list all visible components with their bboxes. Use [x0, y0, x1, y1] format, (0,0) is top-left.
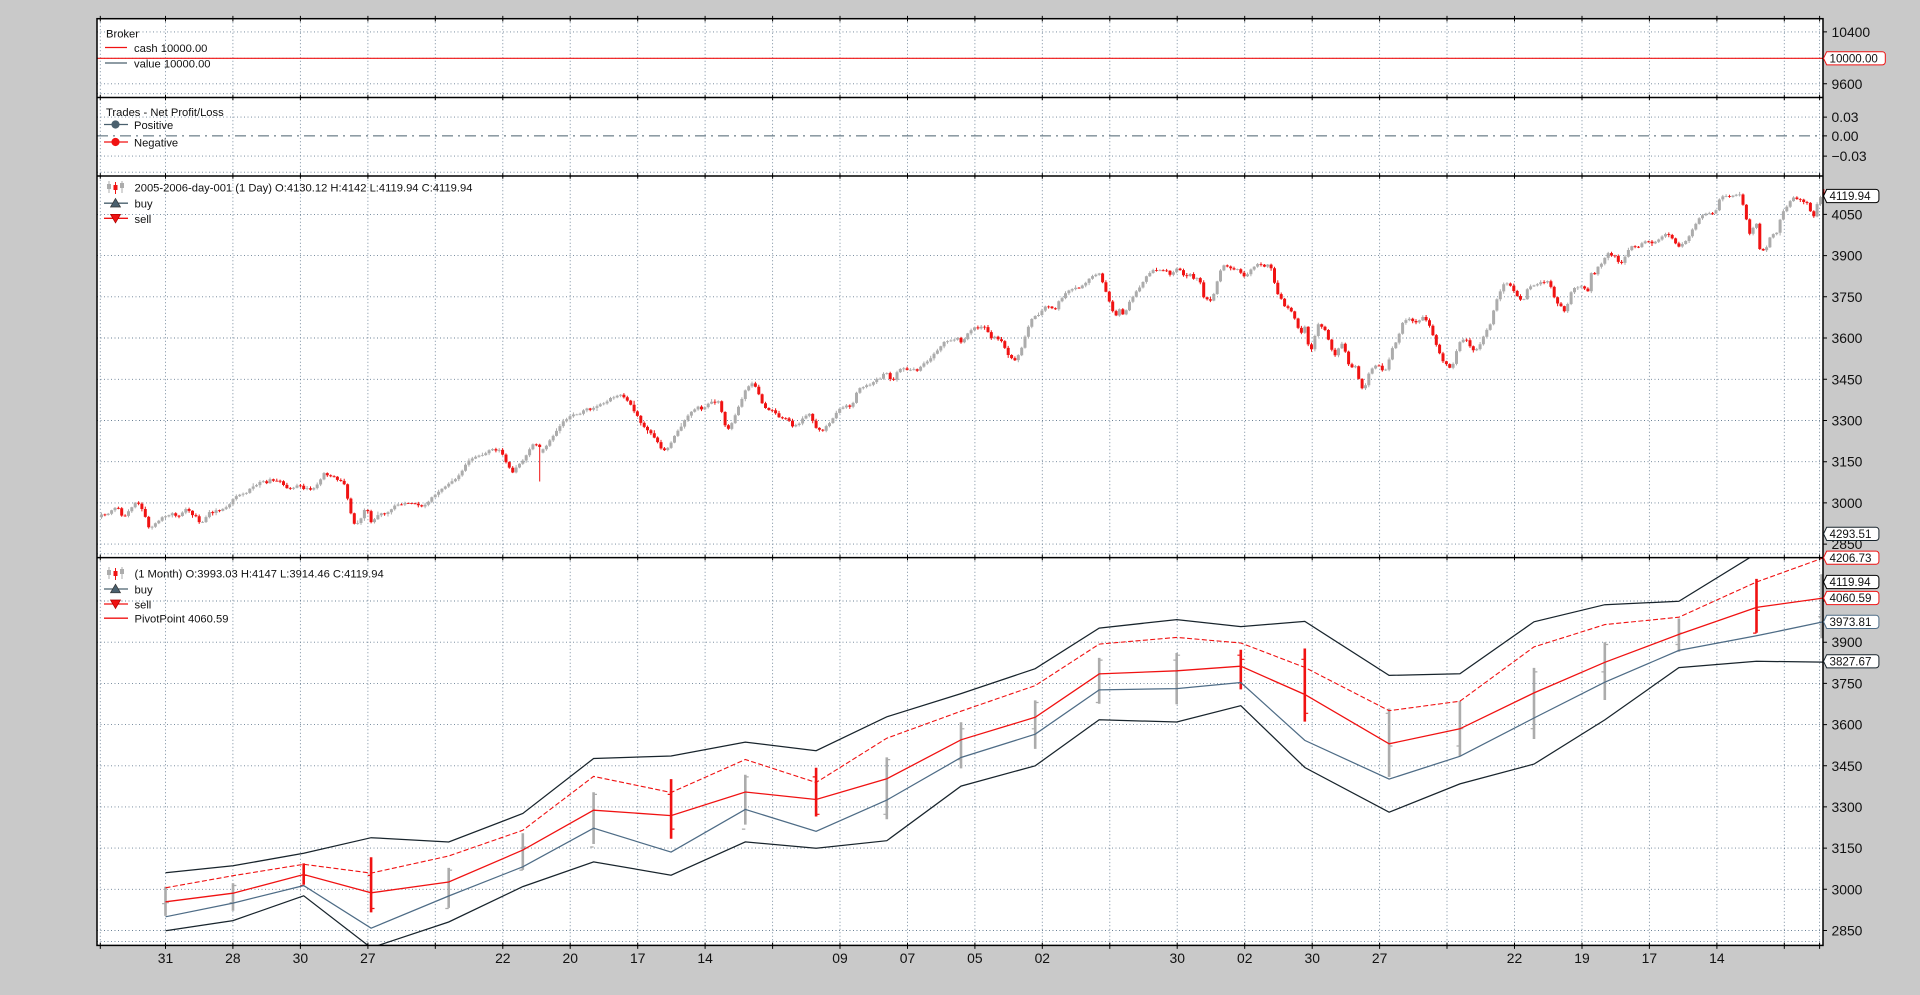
svg-text:19: 19: [1574, 950, 1590, 966]
svg-text:sell: sell: [135, 214, 152, 226]
svg-text:3000: 3000: [1832, 881, 1863, 897]
svg-text:PivotPoint 4060.59: PivotPoint 4060.59: [135, 614, 229, 626]
svg-text:22: 22: [1507, 950, 1523, 966]
svg-text:3150: 3150: [1832, 454, 1863, 470]
svg-text:3750: 3750: [1832, 289, 1863, 305]
svg-text:cash 10000.00: cash 10000.00: [134, 43, 207, 55]
svg-text:buy: buy: [135, 585, 153, 597]
svg-text:2850: 2850: [1832, 923, 1863, 939]
svg-text:−0.03: −0.03: [1832, 148, 1867, 164]
svg-text:30: 30: [1169, 950, 1185, 966]
svg-text:4119.94: 4119.94: [1830, 576, 1872, 589]
svg-text:sell: sell: [135, 600, 152, 612]
svg-text:3600: 3600: [1832, 330, 1863, 346]
svg-text:31: 31: [158, 950, 174, 966]
svg-text:14: 14: [697, 950, 713, 966]
svg-text:3827.67: 3827.67: [1830, 656, 1872, 669]
svg-text:05: 05: [967, 950, 983, 966]
svg-text:Broker: Broker: [106, 29, 139, 41]
svg-text:3300: 3300: [1832, 413, 1863, 429]
svg-text:27: 27: [360, 950, 376, 966]
svg-text:30: 30: [1304, 950, 1320, 966]
svg-text:9600: 9600: [1832, 76, 1863, 92]
svg-text:22: 22: [495, 950, 511, 966]
svg-text:07: 07: [900, 950, 916, 966]
svg-text:Positive: Positive: [134, 120, 173, 132]
svg-text:3600: 3600: [1832, 717, 1863, 733]
svg-text:10000.00: 10000.00: [1830, 53, 1878, 66]
svg-text:2005-2006-day-001 (1 Day) O:41: 2005-2006-day-001 (1 Day) O:4130.12 H:41…: [135, 183, 473, 195]
svg-text:14: 14: [1709, 950, 1725, 966]
svg-text:3000: 3000: [1832, 495, 1863, 511]
svg-text:value 10000.00: value 10000.00: [134, 59, 211, 71]
svg-text:3973.81: 3973.81: [1830, 616, 1872, 629]
svg-text:3900: 3900: [1832, 634, 1863, 650]
svg-text:4060.59: 4060.59: [1830, 592, 1872, 605]
svg-text:4119.94: 4119.94: [1830, 190, 1872, 203]
svg-text:3450: 3450: [1832, 758, 1863, 774]
svg-text:4206.73: 4206.73: [1830, 552, 1872, 565]
svg-text:30: 30: [293, 950, 309, 966]
svg-text:3450: 3450: [1832, 371, 1863, 387]
svg-text:17: 17: [630, 950, 646, 966]
svg-text:20: 20: [562, 950, 578, 966]
svg-text:17: 17: [1642, 950, 1658, 966]
svg-text:(1 Month) O:3993.03 H:4147 L:3: (1 Month) O:3993.03 H:4147 L:3914.46 C:4…: [135, 569, 384, 581]
svg-text:4293.51: 4293.51: [1830, 528, 1872, 541]
svg-text:0.03: 0.03: [1832, 109, 1859, 125]
svg-text:3300: 3300: [1832, 799, 1863, 815]
svg-text:3150: 3150: [1832, 840, 1863, 856]
svg-text:10400: 10400: [1832, 24, 1871, 40]
svg-text:buy: buy: [135, 199, 153, 211]
svg-text:28: 28: [225, 950, 241, 966]
svg-text:02: 02: [1237, 950, 1253, 966]
svg-text:3750: 3750: [1832, 675, 1863, 691]
svg-text:02: 02: [1035, 950, 1051, 966]
svg-text:27: 27: [1372, 950, 1388, 966]
svg-text:0.00: 0.00: [1832, 128, 1859, 144]
svg-text:Trades - Net Profit/Loss: Trades - Net Profit/Loss: [106, 107, 224, 119]
svg-text:Negative: Negative: [134, 138, 178, 150]
svg-text:09: 09: [832, 950, 848, 966]
svg-text:3900: 3900: [1832, 248, 1863, 264]
svg-text:4050: 4050: [1832, 206, 1863, 222]
